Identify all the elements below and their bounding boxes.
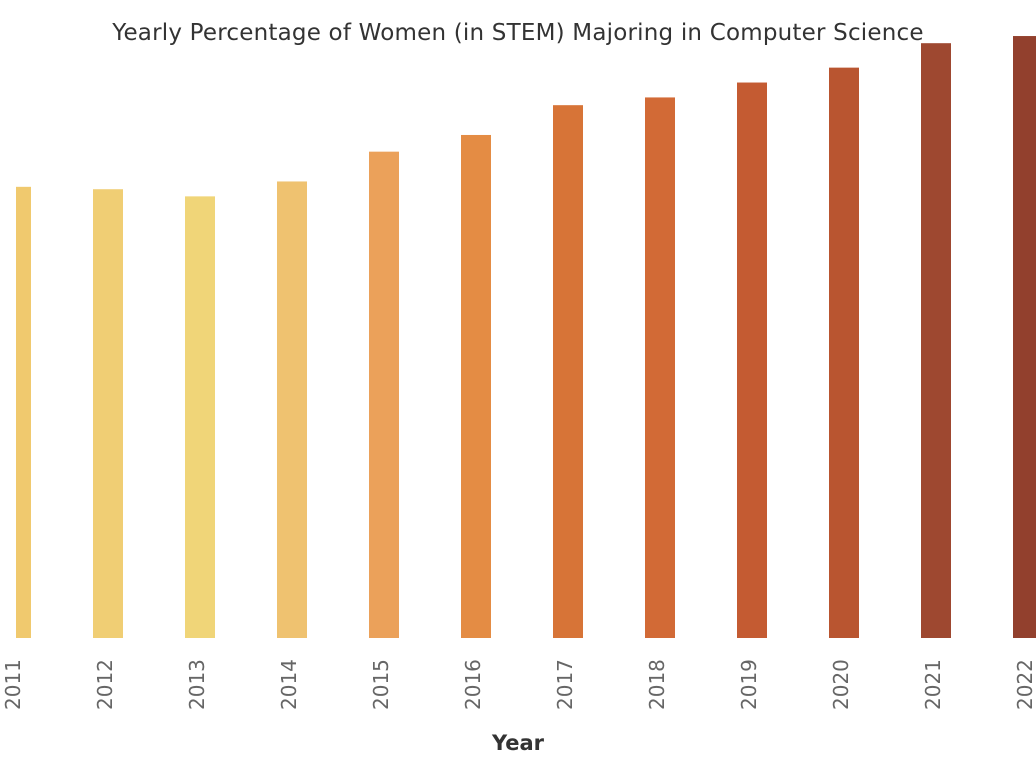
x-tick-label-2022: 2022 xyxy=(1013,659,1036,710)
x-tick-label-2019: 2019 xyxy=(737,659,761,710)
x-tick-label-2014: 2014 xyxy=(277,659,301,710)
bar-2018[interactable] xyxy=(645,97,675,639)
x-tick-label-2011: 2011 xyxy=(1,659,25,710)
bars-group xyxy=(16,36,1036,639)
x-tick-label-2013: 2013 xyxy=(185,659,209,710)
bar-2011[interactable] xyxy=(16,186,31,638)
bar-2022[interactable] xyxy=(1013,36,1036,639)
bar-2012[interactable] xyxy=(93,189,123,638)
x-tick-label-2018: 2018 xyxy=(645,659,669,710)
bar-2020[interactable] xyxy=(829,67,859,639)
x-tick-labels-group: 2011 2012 2013 2014 2015 2016 2017 2018 2019 2020… xyxy=(1,659,1036,710)
bar-2015[interactable] xyxy=(369,151,399,638)
chart-title: Yearly Percentage of Women (in STEM) Maj… xyxy=(112,20,924,46)
x-tick-label-2016: 2016 xyxy=(461,659,485,710)
bar-2013[interactable] xyxy=(185,196,215,638)
x-tick-label-2017: 2017 xyxy=(553,659,577,710)
x-tick-label-2020: 2020 xyxy=(829,659,853,710)
bar-2016[interactable] xyxy=(461,134,491,638)
x-axis-title: Year xyxy=(491,731,545,755)
x-tick-label-2021: 2021 xyxy=(921,659,945,710)
x-tick-label-2015: 2015 xyxy=(369,659,393,710)
bar-2014[interactable] xyxy=(277,181,307,639)
bar-2021[interactable] xyxy=(921,43,951,638)
bar-2019[interactable] xyxy=(737,82,767,638)
bar-2017[interactable] xyxy=(553,105,583,638)
x-tick-label-2012: 2012 xyxy=(93,659,117,710)
